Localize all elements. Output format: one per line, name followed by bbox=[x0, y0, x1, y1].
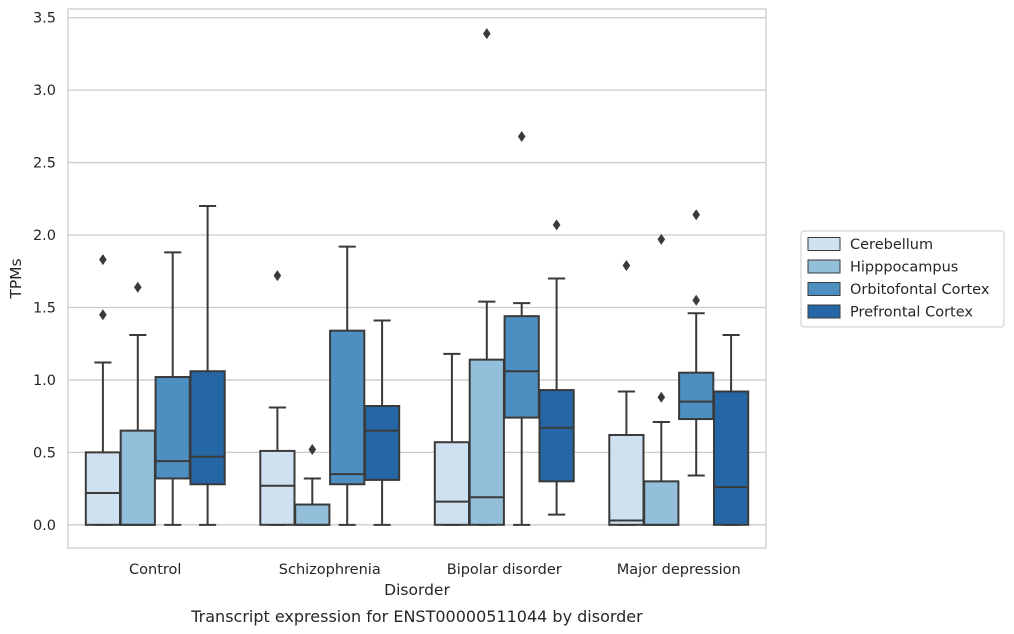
y-tick-label: 2.5 bbox=[33, 156, 56, 172]
figure-caption: Transcript expression for ENST0000051104… bbox=[190, 607, 643, 626]
legend-frame bbox=[800, 230, 1005, 328]
box-plot bbox=[643, 233, 680, 526]
y-tick-label: 0.0 bbox=[33, 518, 56, 534]
y-tick-label: 0.5 bbox=[33, 445, 56, 461]
legend-swatch bbox=[807, 282, 841, 296]
outlier-point bbox=[273, 270, 282, 282]
legend-label: Hipppocampus bbox=[850, 260, 958, 276]
x-tick-label: Control bbox=[129, 562, 181, 578]
iqr-box bbox=[712, 390, 750, 526]
series-hipppocampus bbox=[119, 28, 680, 526]
outlier-point bbox=[483, 28, 491, 40]
box-plot bbox=[433, 352, 471, 526]
legend-item: Hipppocampus bbox=[807, 259, 958, 276]
iqr-box bbox=[294, 503, 331, 526]
iqr-box bbox=[154, 376, 191, 480]
y-axis-ticks: 0.0 0.5 1.0 1.5 2.0 2.5 3.0 3.5 bbox=[33, 11, 56, 534]
legend-swatch bbox=[807, 259, 841, 274]
box-plot bbox=[189, 205, 226, 526]
iqr-box bbox=[468, 358, 505, 526]
y-tick-label: 1.5 bbox=[33, 300, 56, 316]
iqr-box bbox=[643, 480, 680, 526]
outlier-point bbox=[692, 209, 700, 221]
box-plot bbox=[329, 245, 366, 526]
legend-item: Cerebellum bbox=[807, 237, 933, 253]
box-plot bbox=[154, 251, 191, 526]
iqr-box bbox=[119, 429, 156, 526]
outlier-point bbox=[552, 219, 561, 231]
outlier-point bbox=[657, 233, 666, 245]
box-plot bbox=[84, 254, 122, 526]
plot-area bbox=[67, 8, 767, 549]
y-tick-label: 3.0 bbox=[33, 83, 56, 99]
y-tick-label: 2.0 bbox=[33, 228, 56, 244]
outlier-point bbox=[517, 131, 526, 143]
box-plot bbox=[678, 209, 715, 477]
iqr-box bbox=[84, 451, 122, 526]
outlier-point bbox=[692, 294, 700, 306]
legend-label: Orbitofontal Cortex bbox=[850, 282, 990, 298]
box-plot bbox=[608, 259, 645, 526]
y-axis-title: TPMs bbox=[7, 258, 25, 299]
y-tick-label: 1.0 bbox=[33, 373, 56, 389]
iqr-box bbox=[363, 405, 401, 481]
iqr-box bbox=[189, 370, 226, 486]
x-axis-title: Disorder bbox=[384, 581, 450, 599]
boxplot-series bbox=[84, 28, 750, 526]
box-plot bbox=[119, 281, 156, 526]
legend-swatch bbox=[807, 304, 841, 319]
outlier-point bbox=[99, 254, 107, 266]
outlier-point bbox=[622, 259, 631, 271]
box-plot bbox=[259, 270, 296, 526]
iqr-box bbox=[538, 389, 575, 483]
box-plot bbox=[363, 319, 401, 526]
legend-label: Prefrontal Cortex bbox=[850, 305, 973, 321]
outlier-point bbox=[308, 443, 317, 455]
legend-label: Cerebellum bbox=[850, 237, 933, 253]
iqr-box bbox=[608, 433, 645, 526]
legend-item: Orbitofontal Cortex bbox=[807, 282, 990, 298]
iqr-box bbox=[259, 449, 296, 526]
outlier-point bbox=[99, 309, 107, 321]
series-cerebellum bbox=[84, 254, 645, 526]
box-plot bbox=[538, 219, 575, 516]
x-tick-label: Major depression bbox=[617, 562, 741, 578]
iqr-box bbox=[503, 315, 540, 419]
legend-item: Prefrontal Cortex bbox=[807, 304, 973, 321]
legend-swatch bbox=[807, 237, 841, 251]
x-axis-ticks: Control Schizophrenia Bipolar disorder Majo… bbox=[129, 562, 741, 578]
y-tick-label: 3.5 bbox=[33, 11, 56, 27]
iqr-box bbox=[433, 441, 471, 526]
outlier-point bbox=[657, 391, 666, 403]
iqr-box bbox=[329, 329, 366, 486]
box-plot bbox=[712, 334, 750, 526]
series-prefrontal-cortex bbox=[189, 205, 750, 526]
outlier-point bbox=[134, 281, 142, 293]
iqr-box bbox=[678, 371, 715, 421]
box-plot bbox=[468, 28, 505, 526]
x-tick-label: Schizophrenia bbox=[279, 562, 381, 578]
x-tick-label: Bipolar disorder bbox=[447, 562, 562, 578]
box-plot bbox=[503, 131, 540, 526]
box-plot bbox=[294, 443, 331, 526]
legend: Cerebellum Hipppocampus Orbitofontal Corte… bbox=[800, 230, 1005, 328]
